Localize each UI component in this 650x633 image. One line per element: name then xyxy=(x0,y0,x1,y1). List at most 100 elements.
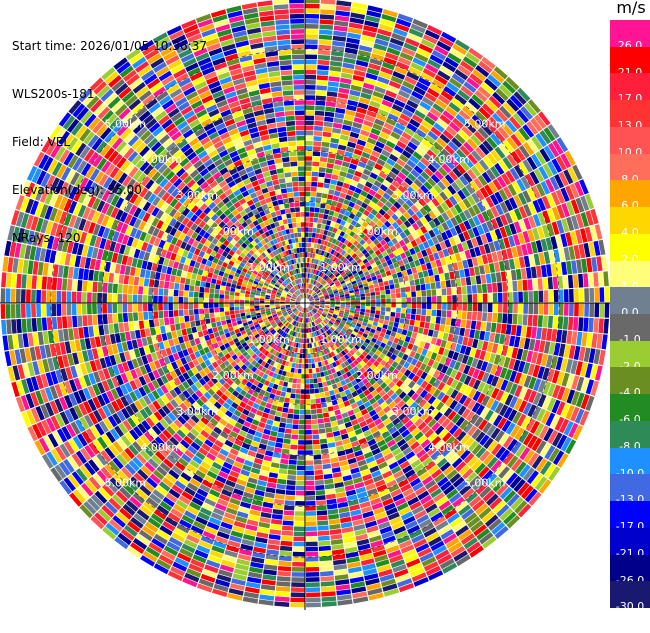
velocity-gate xyxy=(84,445,96,458)
velocity-gate xyxy=(313,217,319,223)
velocity-gate xyxy=(323,262,328,268)
velocity-gate xyxy=(230,375,237,382)
velocity-gate xyxy=(410,204,419,213)
velocity-gate xyxy=(147,443,158,454)
velocity-gate xyxy=(253,494,264,502)
velocity-gate xyxy=(482,303,488,312)
velocity-gate xyxy=(361,425,370,433)
velocity-gate xyxy=(237,335,244,341)
velocity-gate xyxy=(558,289,564,303)
velocity-gate xyxy=(302,353,305,359)
velocity-gate xyxy=(546,397,556,412)
velocity-gate xyxy=(447,246,455,256)
velocity-gate xyxy=(330,357,335,363)
velocity-gate xyxy=(463,364,471,375)
velocity-gate xyxy=(477,86,491,99)
velocity-gate xyxy=(604,287,610,302)
velocity-gate xyxy=(349,435,358,443)
velocity-gate xyxy=(367,281,374,286)
velocity-gate xyxy=(305,429,312,435)
velocity-gate xyxy=(412,482,424,492)
velocity-gate xyxy=(382,261,388,268)
velocity-gate xyxy=(518,360,526,373)
velocity-gate xyxy=(148,344,156,354)
velocity-gate xyxy=(255,349,261,356)
velocity-gate xyxy=(332,277,338,282)
velocity-gate xyxy=(171,484,184,495)
velocity-gate xyxy=(421,303,427,309)
velocity-gate xyxy=(318,423,325,429)
velocity-gate xyxy=(516,325,522,337)
velocity-gate xyxy=(321,267,325,273)
velocity-gate xyxy=(260,323,266,329)
velocity-gate xyxy=(421,120,433,130)
velocity-gate xyxy=(466,541,481,554)
velocity-gate xyxy=(566,374,575,389)
velocity-gate xyxy=(503,186,513,199)
velocity-gate xyxy=(420,157,430,167)
velocity-gate xyxy=(360,92,372,100)
velocity-gate xyxy=(142,481,155,493)
velocity-gate xyxy=(249,509,261,517)
velocity-gate xyxy=(322,268,327,274)
velocity-gate xyxy=(481,510,496,524)
velocity-gate xyxy=(325,168,333,174)
velocity-gate xyxy=(165,372,173,382)
velocity-gate xyxy=(518,145,530,159)
velocity-gate xyxy=(283,321,288,326)
velocity-gate xyxy=(241,496,253,504)
velocity-gate xyxy=(306,333,309,338)
velocity-gate xyxy=(344,546,358,554)
velocity-gate xyxy=(215,381,223,389)
velocity-gate xyxy=(289,330,293,335)
velocity-gate xyxy=(278,314,283,318)
velocity-gate xyxy=(355,294,360,298)
velocity-gate xyxy=(314,120,324,126)
velocity-gate xyxy=(302,318,304,323)
velocity-gate xyxy=(266,323,271,328)
velocity-gate xyxy=(394,317,400,323)
velocity-gate xyxy=(506,98,520,112)
velocity-gate xyxy=(317,530,330,536)
velocity-gate xyxy=(402,549,417,559)
velocity-gate xyxy=(436,234,444,243)
velocity-gate xyxy=(551,221,560,235)
velocity-gate xyxy=(300,399,305,405)
velocity-gate xyxy=(281,308,286,311)
velocity-gate xyxy=(207,372,215,380)
velocity-gate xyxy=(258,330,264,336)
velocity-gate xyxy=(531,185,541,199)
velocity-gate xyxy=(355,454,365,462)
velocity-gate xyxy=(360,299,366,303)
velocity-gate xyxy=(445,435,456,446)
velocity-gate xyxy=(394,188,403,197)
velocity-gate xyxy=(278,555,292,562)
velocity-gate xyxy=(297,306,302,310)
velocity-gate xyxy=(330,205,336,211)
velocity-gate xyxy=(393,28,408,37)
velocity-gate xyxy=(363,25,378,33)
velocity-gate xyxy=(355,199,363,206)
velocity-gate xyxy=(307,242,312,248)
velocity-gate xyxy=(249,566,263,574)
velocity-gate xyxy=(444,508,457,520)
velocity-gate xyxy=(441,384,450,394)
velocity-gate xyxy=(465,491,479,504)
velocity-gate xyxy=(330,326,335,332)
velocity-gate xyxy=(536,352,544,366)
velocity-gate xyxy=(388,346,396,354)
velocity-gate xyxy=(328,153,336,159)
velocity-gate xyxy=(394,210,403,218)
velocity-gate xyxy=(381,578,396,587)
velocity-gate xyxy=(443,465,455,476)
velocity-gate xyxy=(442,248,450,257)
velocity-gate xyxy=(298,327,301,333)
velocity-gate xyxy=(256,426,265,433)
velocity-gate xyxy=(336,274,342,279)
velocity-gate xyxy=(311,414,318,420)
velocity-gate xyxy=(388,401,397,409)
velocity-gate xyxy=(233,520,246,529)
velocity-gate xyxy=(239,338,246,345)
velocity-gate xyxy=(382,535,396,544)
velocity-gate xyxy=(486,456,499,469)
